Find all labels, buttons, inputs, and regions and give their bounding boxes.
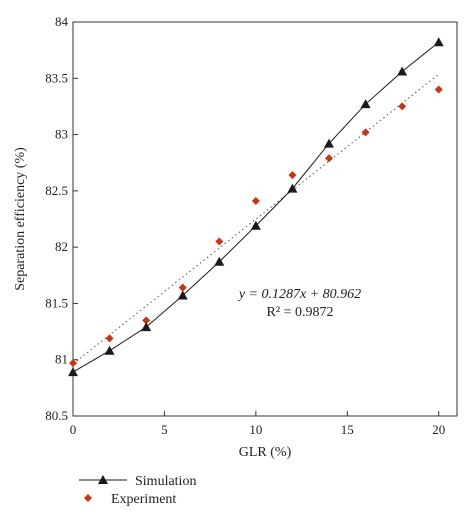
y-axis-title: Separation efficiency (%) xyxy=(13,147,28,291)
simulation-point xyxy=(177,290,188,300)
experiment-point xyxy=(251,196,260,205)
x-tick-label: 5 xyxy=(161,422,168,437)
x-tick-label: 20 xyxy=(432,422,445,437)
y-tick-label: 83.5 xyxy=(45,70,68,85)
experiment-point xyxy=(398,102,407,111)
fit-equation-label: y = 0.1287x + 80.962 xyxy=(237,287,361,302)
simulation-point xyxy=(68,367,78,377)
experiment-point xyxy=(178,283,187,292)
experiment-point xyxy=(434,85,443,94)
simulation-point xyxy=(397,66,408,76)
x-tick-label: 0 xyxy=(70,422,77,437)
x-axis-title: GLR (%) xyxy=(239,445,292,460)
simulation-point xyxy=(324,138,334,148)
y-tick-label: 81 xyxy=(55,352,68,367)
experiment-point xyxy=(325,154,333,163)
simulation-point xyxy=(287,183,298,193)
legend-experiment-marker xyxy=(84,494,92,502)
simulation-point xyxy=(433,37,444,47)
y-tick-label: 80.5 xyxy=(45,408,68,423)
simulation-point xyxy=(360,99,371,109)
legend-simulation-label: Simulation xyxy=(135,474,196,489)
experiment-point xyxy=(69,359,77,368)
simulation-point xyxy=(141,322,152,332)
simulation-point xyxy=(104,345,115,355)
x-tick-label: 10 xyxy=(249,422,262,437)
fit-line-layer xyxy=(72,73,440,365)
experiment-point xyxy=(142,316,151,325)
experiment-point xyxy=(288,171,297,180)
fit-r2-label: R² = 0.9872 xyxy=(267,305,334,320)
plot-frame xyxy=(72,21,458,417)
experiment-point xyxy=(361,128,370,137)
x-axis-ticks: 0 5 10 15 20 xyxy=(70,411,445,437)
y-axis-ticks: 80.5 81 81.5 82 82.5 83 83.5 84 xyxy=(45,14,78,423)
legend-experiment-label: Experiment xyxy=(111,492,176,507)
x-tick-label: 15 xyxy=(341,422,354,437)
fit-trend-line xyxy=(72,73,440,365)
experiment-point xyxy=(215,237,224,246)
y-tick-label: 83 xyxy=(55,127,68,142)
simulation-point xyxy=(214,256,225,266)
y-tick-label: 84 xyxy=(55,14,69,29)
y-tick-label: 81.5 xyxy=(45,295,68,310)
y-tick-label: 82.5 xyxy=(45,183,68,198)
simulation-point xyxy=(250,220,261,230)
y-tick-label: 82 xyxy=(55,239,68,254)
legend: Simulation Experiment xyxy=(79,474,196,507)
experiment-point xyxy=(105,334,114,343)
simulation-line xyxy=(72,41,440,373)
series-layer xyxy=(68,37,444,377)
legend-simulation-marker xyxy=(98,475,108,484)
